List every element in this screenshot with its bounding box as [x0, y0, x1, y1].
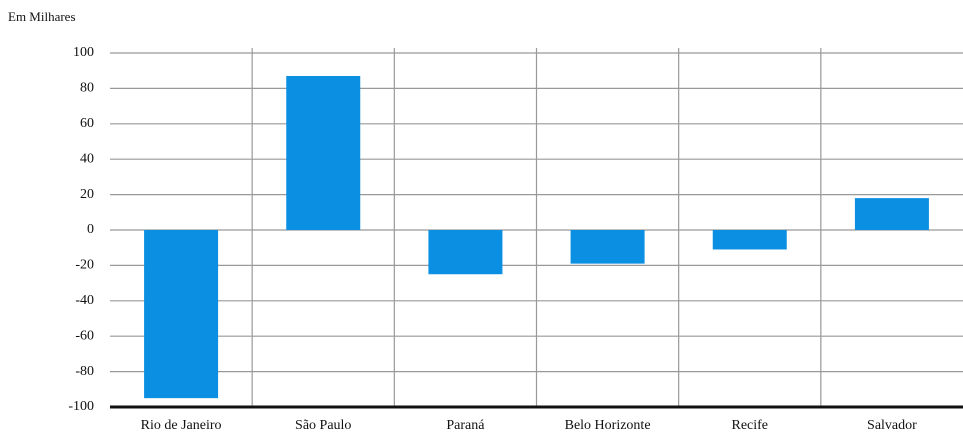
y-tick-label: 60: [80, 116, 94, 131]
x-tick-label: Belo Horizonte: [565, 418, 651, 433]
y-tick-label: 100: [73, 45, 94, 60]
y-tick-label: -40: [75, 293, 94, 308]
y-axis-label: Em Milhares: [8, 9, 76, 24]
y-tick-label: 0: [87, 222, 94, 237]
bar: [144, 230, 219, 399]
bar: [854, 198, 929, 230]
bar: [712, 230, 787, 250]
bar: [428, 230, 503, 275]
y-tick-label: 80: [80, 81, 94, 96]
x-tick-label: Salvador: [867, 418, 917, 433]
y-tick-label: -20: [75, 258, 94, 273]
x-tick-label: São Paulo: [295, 418, 351, 433]
y-tick-label: -80: [75, 364, 94, 379]
x-tick-label: Rio de Janeiro: [141, 418, 222, 433]
y-tick-label: -100: [68, 399, 94, 414]
x-tick-label: Recife: [731, 418, 768, 433]
y-tick-label: -60: [75, 328, 94, 343]
y-tick-label: 20: [80, 187, 94, 202]
y-tick-label: 40: [80, 151, 94, 166]
bar: [570, 230, 645, 264]
x-tick-label: Paraná: [446, 418, 485, 433]
bar: [286, 76, 361, 230]
